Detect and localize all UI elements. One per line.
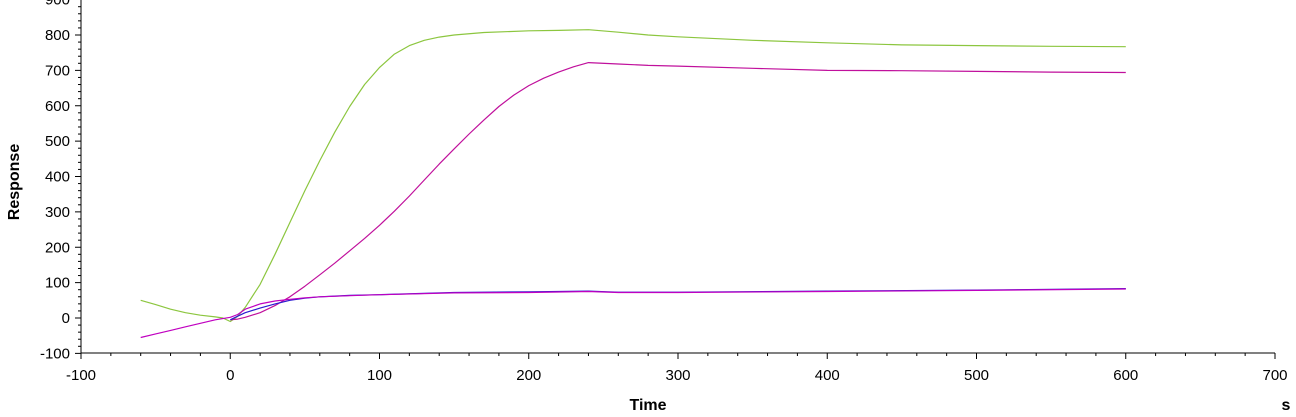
x-tick-label: 400 bbox=[815, 367, 840, 384]
series-line-3 bbox=[230, 288, 1126, 321]
axes bbox=[80, 0, 1275, 354]
y-tick-label: 600 bbox=[45, 98, 70, 115]
y-tick-label: 700 bbox=[45, 62, 70, 79]
x-axis-title: Time bbox=[629, 397, 666, 414]
y-tick-label: 400 bbox=[45, 169, 70, 186]
x-tick-label: 300 bbox=[665, 367, 690, 384]
series-group bbox=[140, 29, 1126, 339]
y-tick-label: 100 bbox=[45, 275, 70, 292]
x-tick-label: -100 bbox=[66, 367, 96, 384]
x-axis-unit-label: s bbox=[1282, 397, 1291, 414]
x-tick-label: 0 bbox=[226, 367, 234, 384]
series-line-4 bbox=[140, 288, 1126, 339]
y-tick-label: 200 bbox=[45, 239, 70, 256]
y-tick-label: 0 bbox=[62, 310, 70, 327]
y-axis-title: Response bbox=[6, 144, 23, 221]
y-tick-label: 900 bbox=[45, 0, 70, 9]
y-tick-label: 800 bbox=[45, 27, 70, 44]
y-tick-label: 500 bbox=[45, 133, 70, 150]
y-tick-label: 300 bbox=[45, 204, 70, 221]
x-tick-label: 100 bbox=[367, 367, 392, 384]
x-tick-label: 600 bbox=[1113, 367, 1138, 384]
series-line-1 bbox=[140, 29, 1126, 323]
ticks-group: -100 0 100 200 300 400 500 600 700 800 900 -100 0 100… bbox=[40, 0, 1288, 384]
x-tick-label: 700 bbox=[1262, 367, 1287, 384]
y-tick-label: -100 bbox=[40, 345, 70, 362]
x-tick-label: 500 bbox=[964, 367, 989, 384]
series-line-2 bbox=[230, 62, 1126, 321]
x-tick-label: 200 bbox=[516, 367, 541, 384]
